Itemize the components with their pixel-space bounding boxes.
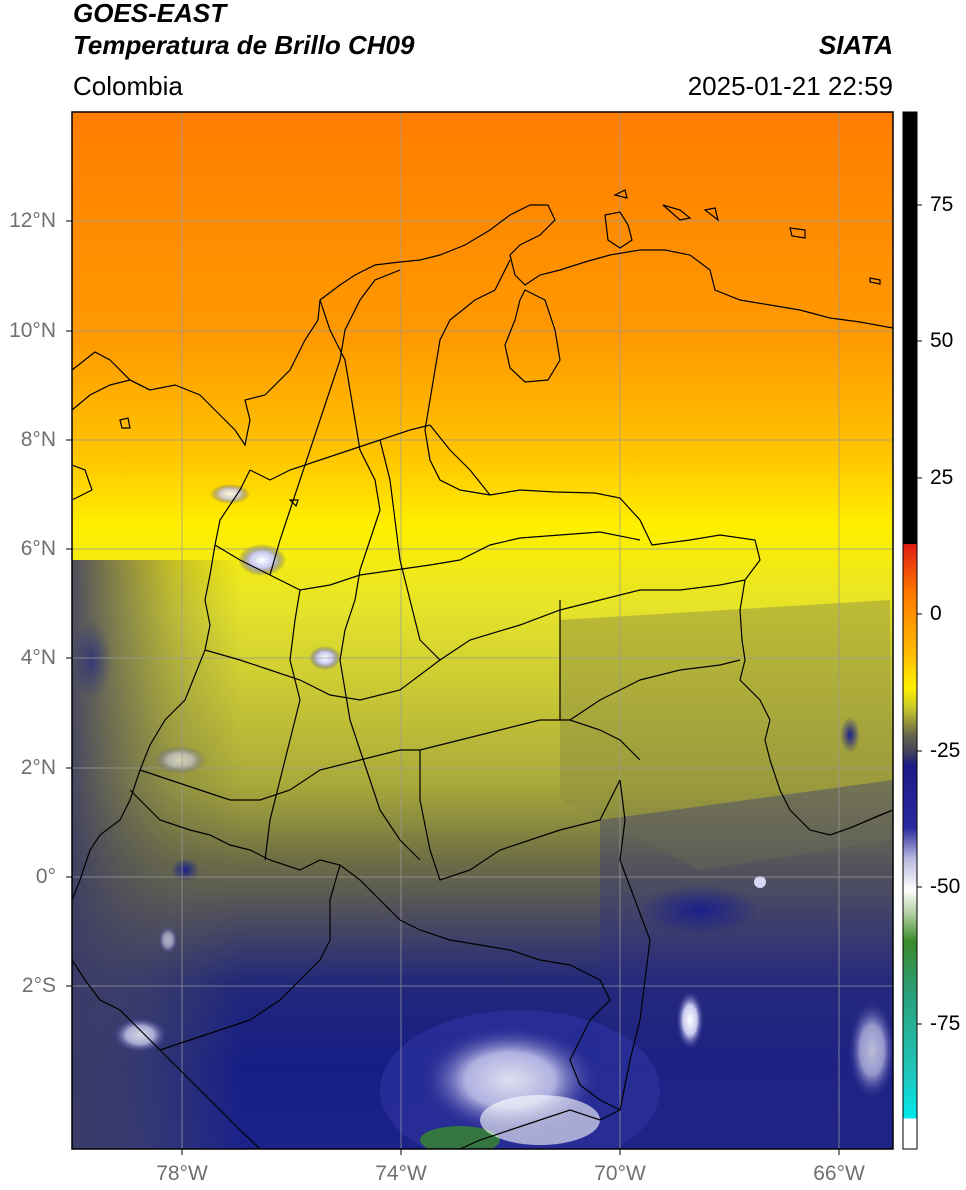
colorbar-scale (903, 112, 917, 1149)
caribbean-coast (72, 204, 893, 447)
dept-lines-9 (379, 439, 441, 661)
lat-label-2s: 2°S (21, 974, 56, 997)
brightness-temperature-field (72, 112, 893, 1149)
panama (72, 379, 151, 411)
colorbar-tick-0: 0 (930, 602, 942, 625)
colorbar-tick-25: 25 (930, 466, 954, 489)
dept-lines-11 (429, 424, 491, 496)
colorbar-tick-neg50: -50 (930, 875, 961, 898)
colombia-peru-border (129, 789, 621, 1111)
pacific-coast-colombia (72, 469, 251, 901)
pacific-islands (119, 417, 299, 508)
dept-lines-1 (319, 299, 421, 861)
title-satellite: GOES-EAST (73, 0, 227, 28)
lat-label-8n: 8°N (20, 428, 56, 451)
colorbar-tick-75: 75 (930, 193, 954, 216)
river-mid (419, 719, 641, 761)
agency-label: SIATA (818, 30, 893, 60)
dept-lines-2 (249, 424, 431, 481)
title-product: Temperatura de Brillo CH09 (73, 30, 415, 60)
graticule (72, 112, 893, 1149)
peru-brazil-border (459, 1109, 621, 1149)
dept-lines-3 (214, 531, 641, 591)
islands (604, 189, 881, 285)
dept-lines-4 (204, 579, 746, 701)
lon-label-70w: 70°W (594, 1162, 646, 1185)
colorbar-tick-neg75: -75 (930, 1012, 961, 1035)
timestamp-label: 2025-01-21 22:59 (687, 71, 893, 101)
pacific-coast (72, 464, 93, 501)
boundaries (72, 189, 893, 1149)
colorbar-tick-neg25: -25 (930, 739, 961, 762)
ecuador-peru-border (159, 864, 341, 1051)
dept-lines-7 (569, 659, 741, 721)
lon-label-66w: 66°W (813, 1162, 865, 1185)
region-label: Colombia (73, 71, 183, 101)
lat-label-10n: 10°N (9, 319, 56, 342)
colorbar (902, 111, 922, 1150)
dept-lines-8 (264, 589, 301, 861)
lat-label-0: 0° (35, 865, 56, 888)
dept-lines-10 (269, 269, 401, 576)
colombia-venezuela-border (424, 259, 893, 836)
lon-label-74w: 74°W (375, 1162, 427, 1185)
dept-lines-6 (419, 750, 621, 881)
maracaibo-lake (504, 289, 561, 383)
lon-label-78w: 78°W (156, 1162, 208, 1185)
lat-label-2n: 2°N (20, 756, 56, 779)
lat-label-6n: 6°N (20, 537, 56, 560)
map-frame (71, 111, 894, 1150)
colorbar-tick-50: 50 (930, 329, 954, 352)
axis-ticks (66, 220, 840, 1155)
colombia-brazil-border (619, 779, 893, 1111)
lat-label-12n: 12°N (9, 209, 56, 232)
dept-lines-5 (139, 749, 420, 801)
colorbar-frame (902, 111, 918, 1150)
lat-label-4n: 4°N (20, 646, 56, 669)
